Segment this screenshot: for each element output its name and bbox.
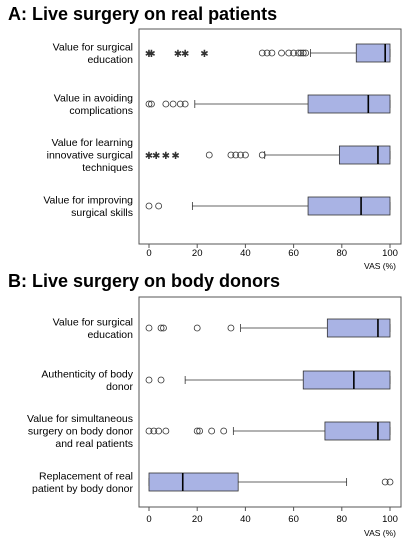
extreme-point: ✱ — [200, 49, 208, 60]
extreme-point: ✱ — [181, 49, 189, 60]
box-iqr — [148, 472, 239, 492]
x-axis-label: VAS (%) — [364, 261, 396, 271]
x-tick-label: 80 — [337, 514, 348, 525]
outlier-point — [258, 151, 266, 159]
x-tick-label: 40 — [240, 248, 251, 259]
box-iqr — [307, 94, 391, 114]
plot-frame — [138, 296, 402, 508]
category-label: Replacement of real patient by body donor — [32, 470, 133, 495]
box-4 — [145, 196, 391, 216]
outlier-point — [145, 376, 153, 384]
extreme-point: ✱ — [171, 151, 179, 162]
outlier-point — [150, 427, 158, 435]
outlier-point — [232, 151, 240, 159]
box-1 — [145, 318, 391, 338]
extreme-point: ✱ — [162, 151, 170, 162]
panel-title: A: Live surgery on real patients — [8, 4, 277, 24]
box-3 — [145, 421, 391, 441]
box-3: ✱✱ ✱ ✱ — [145, 145, 391, 165]
box-iqr — [307, 196, 391, 216]
box-iqr — [324, 421, 391, 441]
box-iqr — [355, 43, 391, 63]
category-label: Value for simultaneous surgery on body do… — [27, 413, 134, 450]
outlier-point — [220, 427, 228, 435]
outlier-point — [386, 478, 394, 486]
x-axis-label: VAS (%) — [364, 528, 396, 538]
x-tick-label: 0 — [146, 514, 151, 525]
extreme-point: ✱ — [145, 49, 153, 60]
category-label: Value for improving surgical skills — [43, 194, 133, 219]
outlier-point — [290, 49, 298, 57]
x-tick-label: 0 — [146, 248, 151, 259]
category-label: Value for learning innovative surgical tec… — [47, 137, 134, 174]
extreme-point: ✱ — [152, 151, 160, 162]
outlier-point — [145, 324, 153, 332]
extreme-point: ✱ — [145, 151, 153, 162]
x-tick-label: 60 — [288, 248, 299, 259]
outlier-point — [148, 100, 155, 108]
outlier-point — [285, 49, 293, 57]
box-2 — [145, 370, 391, 390]
outlier-point — [157, 324, 165, 332]
panel-b: B: Live surgery on body donors 0 20 40 60 80 1… — [8, 271, 402, 538]
outlier-point — [193, 427, 201, 435]
extreme-point: ✱ — [174, 49, 182, 60]
outlier-point — [196, 427, 204, 435]
category-label: Authenticity of body donor — [41, 368, 133, 393]
x-tick-label: 100 — [382, 248, 398, 259]
outlier-point — [258, 49, 266, 57]
outlier-point — [205, 151, 213, 159]
outlier-point — [160, 324, 167, 332]
outlier-point — [263, 49, 271, 57]
outlier-point — [193, 324, 201, 332]
outlier-point — [176, 100, 184, 108]
panel-a: A: Live surgery on real patients 0 20 40 60 8… — [8, 4, 402, 271]
outlier-point — [278, 49, 285, 57]
outlier-point — [227, 151, 235, 159]
outlier-point — [181, 100, 189, 108]
outlier-point — [297, 49, 305, 57]
outlier-point — [268, 49, 276, 57]
outlier-point — [381, 478, 389, 486]
box-iqr — [326, 318, 391, 338]
x-tick-label: 20 — [192, 514, 203, 525]
outlier-point — [208, 427, 216, 435]
outlier-point — [155, 202, 163, 210]
outlier-point — [145, 427, 153, 435]
plot-frame — [138, 28, 402, 245]
outlier-point — [295, 49, 302, 57]
outlier-point — [227, 324, 235, 332]
outlier-point — [237, 151, 244, 159]
outlier-point — [162, 427, 170, 435]
category-label: Value in avoiding complications — [54, 92, 133, 117]
outlier-point — [162, 100, 170, 108]
x-tick-label: 80 — [337, 248, 348, 259]
panel-title: B: Live surgery on body donors — [8, 271, 280, 291]
box-1: ✱✱ ✱✱ ✱ — [145, 43, 391, 63]
category-label: Value for surgical education — [53, 41, 134, 66]
category-label: Value for surgical education — [53, 316, 134, 341]
box-iqr — [302, 370, 391, 390]
outlier-point — [145, 202, 153, 210]
outlier-point — [241, 151, 249, 159]
box-iqr — [338, 145, 391, 165]
extreme-point: ✱ — [147, 49, 155, 60]
outlier-point — [155, 427, 163, 435]
x-tick-label: 60 — [288, 514, 299, 525]
x-tick-label: 20 — [192, 248, 203, 259]
x-tick-label: 40 — [240, 514, 251, 525]
outlier-point — [169, 100, 177, 108]
box-4 — [148, 472, 394, 492]
x-tick-label: 100 — [382, 514, 398, 525]
outlier-point — [157, 376, 165, 384]
box-2 — [145, 94, 391, 114]
outlier-point — [299, 49, 307, 57]
outlier-point — [302, 49, 310, 57]
outlier-point — [145, 100, 153, 108]
